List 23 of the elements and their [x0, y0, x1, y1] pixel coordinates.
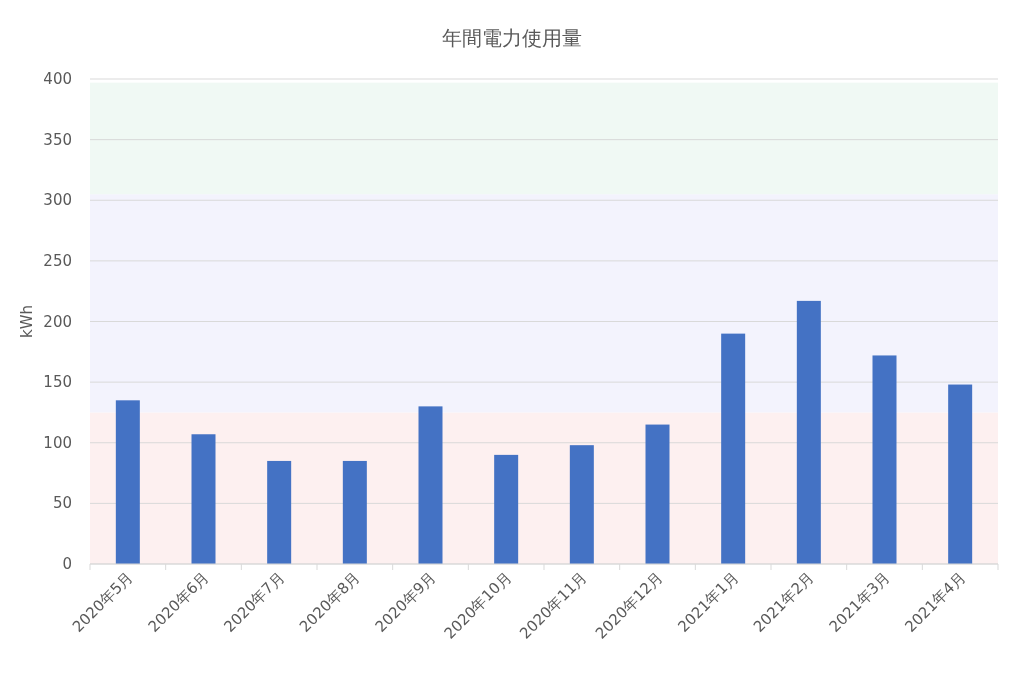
y-tick-label: 0 [62, 555, 72, 573]
chart-title: 年間電力使用量 [442, 26, 582, 50]
y-tick-label: 250 [43, 251, 72, 270]
bar [796, 300, 821, 564]
bar [342, 460, 367, 564]
bar [267, 460, 292, 564]
bar [494, 454, 519, 564]
bar [569, 445, 594, 564]
bar [418, 406, 443, 564]
y-tick-label: 200 [43, 312, 72, 331]
y-tick-label: 150 [43, 373, 72, 392]
bar [645, 424, 670, 564]
bar [721, 333, 746, 564]
bar [191, 434, 216, 564]
bar [872, 355, 897, 564]
y-tick-label: 300 [43, 191, 72, 210]
y-tick-label: 350 [43, 130, 72, 149]
y-tick-label: 50 [52, 494, 72, 513]
bar [948, 384, 973, 564]
bar [115, 400, 140, 564]
y-axis-title: kWh [18, 304, 36, 339]
y-tick-label: 100 [43, 433, 72, 452]
y-tick-label: 400 [43, 70, 72, 88]
